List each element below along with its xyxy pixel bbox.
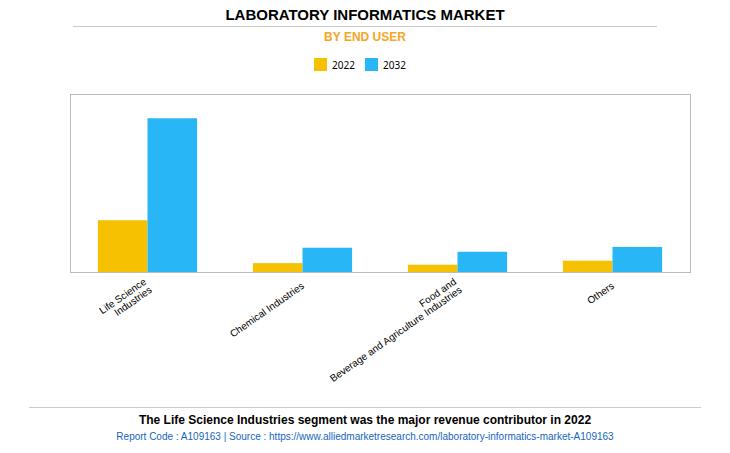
svg-text:Chemical Industries: Chemical Industries [228,280,306,339]
html-text:LABORATORY INFORMATICS MARKET: LABORATORY INFORMATICS MARKET [225,6,505,23]
svg-text:Others: Others [585,280,616,306]
svg-text:Food andBeverage and Agricultu: Food andBeverage and Agriculture Industr… [322,276,464,384]
svg-text:Life ScienceIndustries: Life ScienceIndustries [97,276,154,325]
html-text:Report Code : A109163 | Source: Report Code : A109163 | Source : https:/… [116,431,614,442]
html-text:2032: 2032 [383,57,406,72]
html-text:BY END USER: BY END USER [324,30,406,44]
html-text:The Life Science Industries se: The Life Science Industries segment was … [138,413,592,427]
html-text:2022: 2022 [332,57,355,72]
